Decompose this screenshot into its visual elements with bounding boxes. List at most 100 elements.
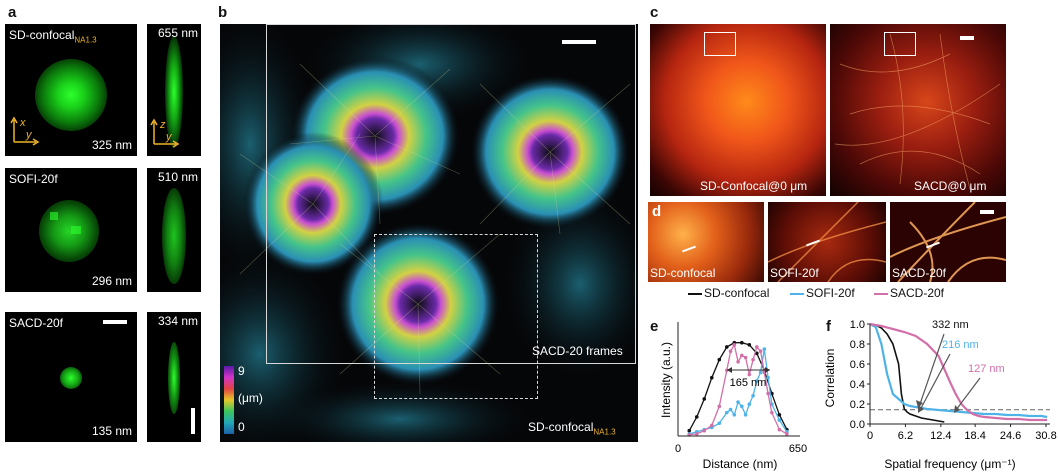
scale-bar	[562, 40, 596, 44]
sacd-filaments	[834, 33, 1001, 190]
chart-e-point	[709, 423, 714, 428]
chart-f-annotations: 332 nm 216 nm 127 nm	[916, 319, 1005, 413]
line-profile-marker	[682, 245, 696, 253]
chart-e-point	[736, 400, 740, 404]
sd-confocal-large: SD-Confocal@0 μm	[650, 24, 826, 196]
legend-label-sd: SD-confocal	[704, 286, 770, 300]
chart-e-point	[762, 347, 767, 351]
legend-label-sofi: SOFI-20f	[806, 286, 855, 300]
xz-axes-icon: z y	[150, 118, 180, 148]
chart-f-annotation-sacd: 127 nm	[968, 363, 1005, 375]
inner-label: SACD-20 frames	[532, 344, 623, 358]
chart-e-point	[740, 353, 744, 358]
size-xz: 334 nm	[157, 314, 198, 328]
scale-bar	[960, 36, 974, 40]
chart-e-point	[747, 402, 752, 406]
chart-e-point	[755, 379, 759, 383]
label: SD-confocal	[650, 266, 716, 280]
chart-e-line-2	[689, 343, 788, 436]
chart-e-point	[747, 372, 752, 377]
chart-e-point	[766, 391, 770, 396]
zoom-sacd: SACD-20f	[890, 202, 1006, 282]
chart-e: 0 650 Distance (nm) Intensity (a.u.) 165…	[660, 322, 807, 471]
chart-e-xtick-0: 0	[675, 443, 681, 455]
chart-e-point	[743, 355, 748, 360]
xy-axes-icon: x y	[10, 116, 40, 146]
scale-bar	[980, 210, 994, 214]
size-xy: 135 nm	[91, 424, 132, 438]
panel-label-e: e	[650, 318, 659, 335]
chart-f-xtick-label: 6.2	[898, 430, 913, 442]
svg-text:y: y	[165, 131, 173, 143]
label: SACD-20f	[892, 266, 947, 280]
chart-f-xtick-label: 18.4	[964, 430, 985, 442]
label-sacd: SACD-20f	[9, 316, 64, 330]
chart-e-point	[740, 404, 744, 409]
arrow-sacd	[955, 377, 981, 411]
colorbar-min: 0	[238, 420, 245, 434]
chart-f-line-0	[869, 323, 945, 423]
chart-e-point	[717, 421, 722, 426]
chart-f-line-2	[869, 322, 1048, 422]
chart-f-xtick-label: 30.8	[1035, 430, 1056, 442]
chart-e-xlabel: Distance (nm)	[703, 457, 778, 471]
chart-f-annotation-sd: 332 nm	[932, 319, 969, 331]
chart-e-point	[728, 407, 733, 412]
chart-e-annotation: 165 nm	[727, 367, 770, 389]
panel-label-a: a	[8, 4, 17, 21]
svg-text:z: z	[159, 119, 166, 131]
zoom-box	[884, 32, 916, 56]
scale-bar-vertical	[191, 408, 195, 434]
chart-e-point	[777, 427, 782, 432]
psf-xz-sacd: 334 nm	[147, 312, 201, 442]
size-xy: 296 nm	[91, 274, 132, 288]
size-xz: 655 nm	[157, 26, 198, 40]
chart-f-ytick-label: 0.2	[850, 399, 865, 411]
panel-label-c: c	[650, 4, 659, 21]
chart-e-series	[687, 340, 789, 437]
microtubule-depth-image: SACD-20 frames SD-confocalNA1.3 9 (μm) 0	[220, 24, 638, 442]
chart-e-xtick-1: 650	[789, 443, 807, 455]
chart-e-point	[709, 375, 714, 380]
label-right: SACD@0 μm	[914, 179, 987, 193]
chart-e-point	[702, 428, 707, 433]
panel-label-b: b	[218, 4, 228, 21]
cell-image	[220, 24, 638, 442]
chart-e-point	[755, 351, 759, 356]
psf-xy-sofi: SOFI-20f 296 nm	[5, 168, 137, 292]
chart-e-point	[777, 418, 782, 422]
sacd-large: SACD@0 μm	[830, 24, 1006, 196]
colorbar-max: 9	[238, 364, 245, 378]
chart-e-point	[766, 375, 770, 380]
chart-f-xtick-label: 12.4	[930, 430, 951, 442]
chart-e-ylabel: Intensity (a.u.)	[660, 342, 673, 418]
chart-e-point	[758, 349, 763, 353]
chart-e-point	[770, 410, 774, 415]
chart-f-ytick-label: 0.8	[850, 339, 865, 351]
chart-e-point	[702, 397, 707, 401]
sacd-filaments	[890, 202, 1006, 282]
chart-e-point	[777, 413, 782, 417]
colorbar-unit: (μm)	[238, 391, 263, 405]
zoom-sofi: SOFI-20f	[768, 202, 886, 282]
label-sofi: SOFI-20f	[9, 172, 58, 186]
legend-swatch-sofi	[790, 293, 804, 295]
legend-swatch-sd	[688, 293, 702, 295]
svg-text:y: y	[25, 129, 33, 141]
chart-f-xlabel: Spatial frequency (μm⁻¹)	[884, 457, 1015, 471]
chart-e-point	[736, 360, 740, 364]
zoom-region-box	[374, 234, 538, 399]
chart-f-ytick-label: 0.4	[850, 379, 865, 391]
chart-e-point	[694, 432, 699, 436]
size-xz: 510 nm	[157, 170, 198, 184]
psf-xy-sacd: SACD-20f 135 nm	[5, 312, 137, 442]
scale-bar	[103, 320, 127, 324]
chart-e-point	[687, 428, 692, 433]
arrow-sofi	[919, 353, 951, 411]
chart-f-annotation-sofi: 216 nm	[942, 339, 979, 351]
arrow-sd	[919, 333, 945, 405]
label: SOFI-20f	[770, 266, 819, 280]
chart-e-point	[694, 415, 699, 419]
chart-f-ytick-label: 0.0	[850, 419, 865, 431]
chart-f-ylabel: Correlation	[823, 349, 837, 408]
